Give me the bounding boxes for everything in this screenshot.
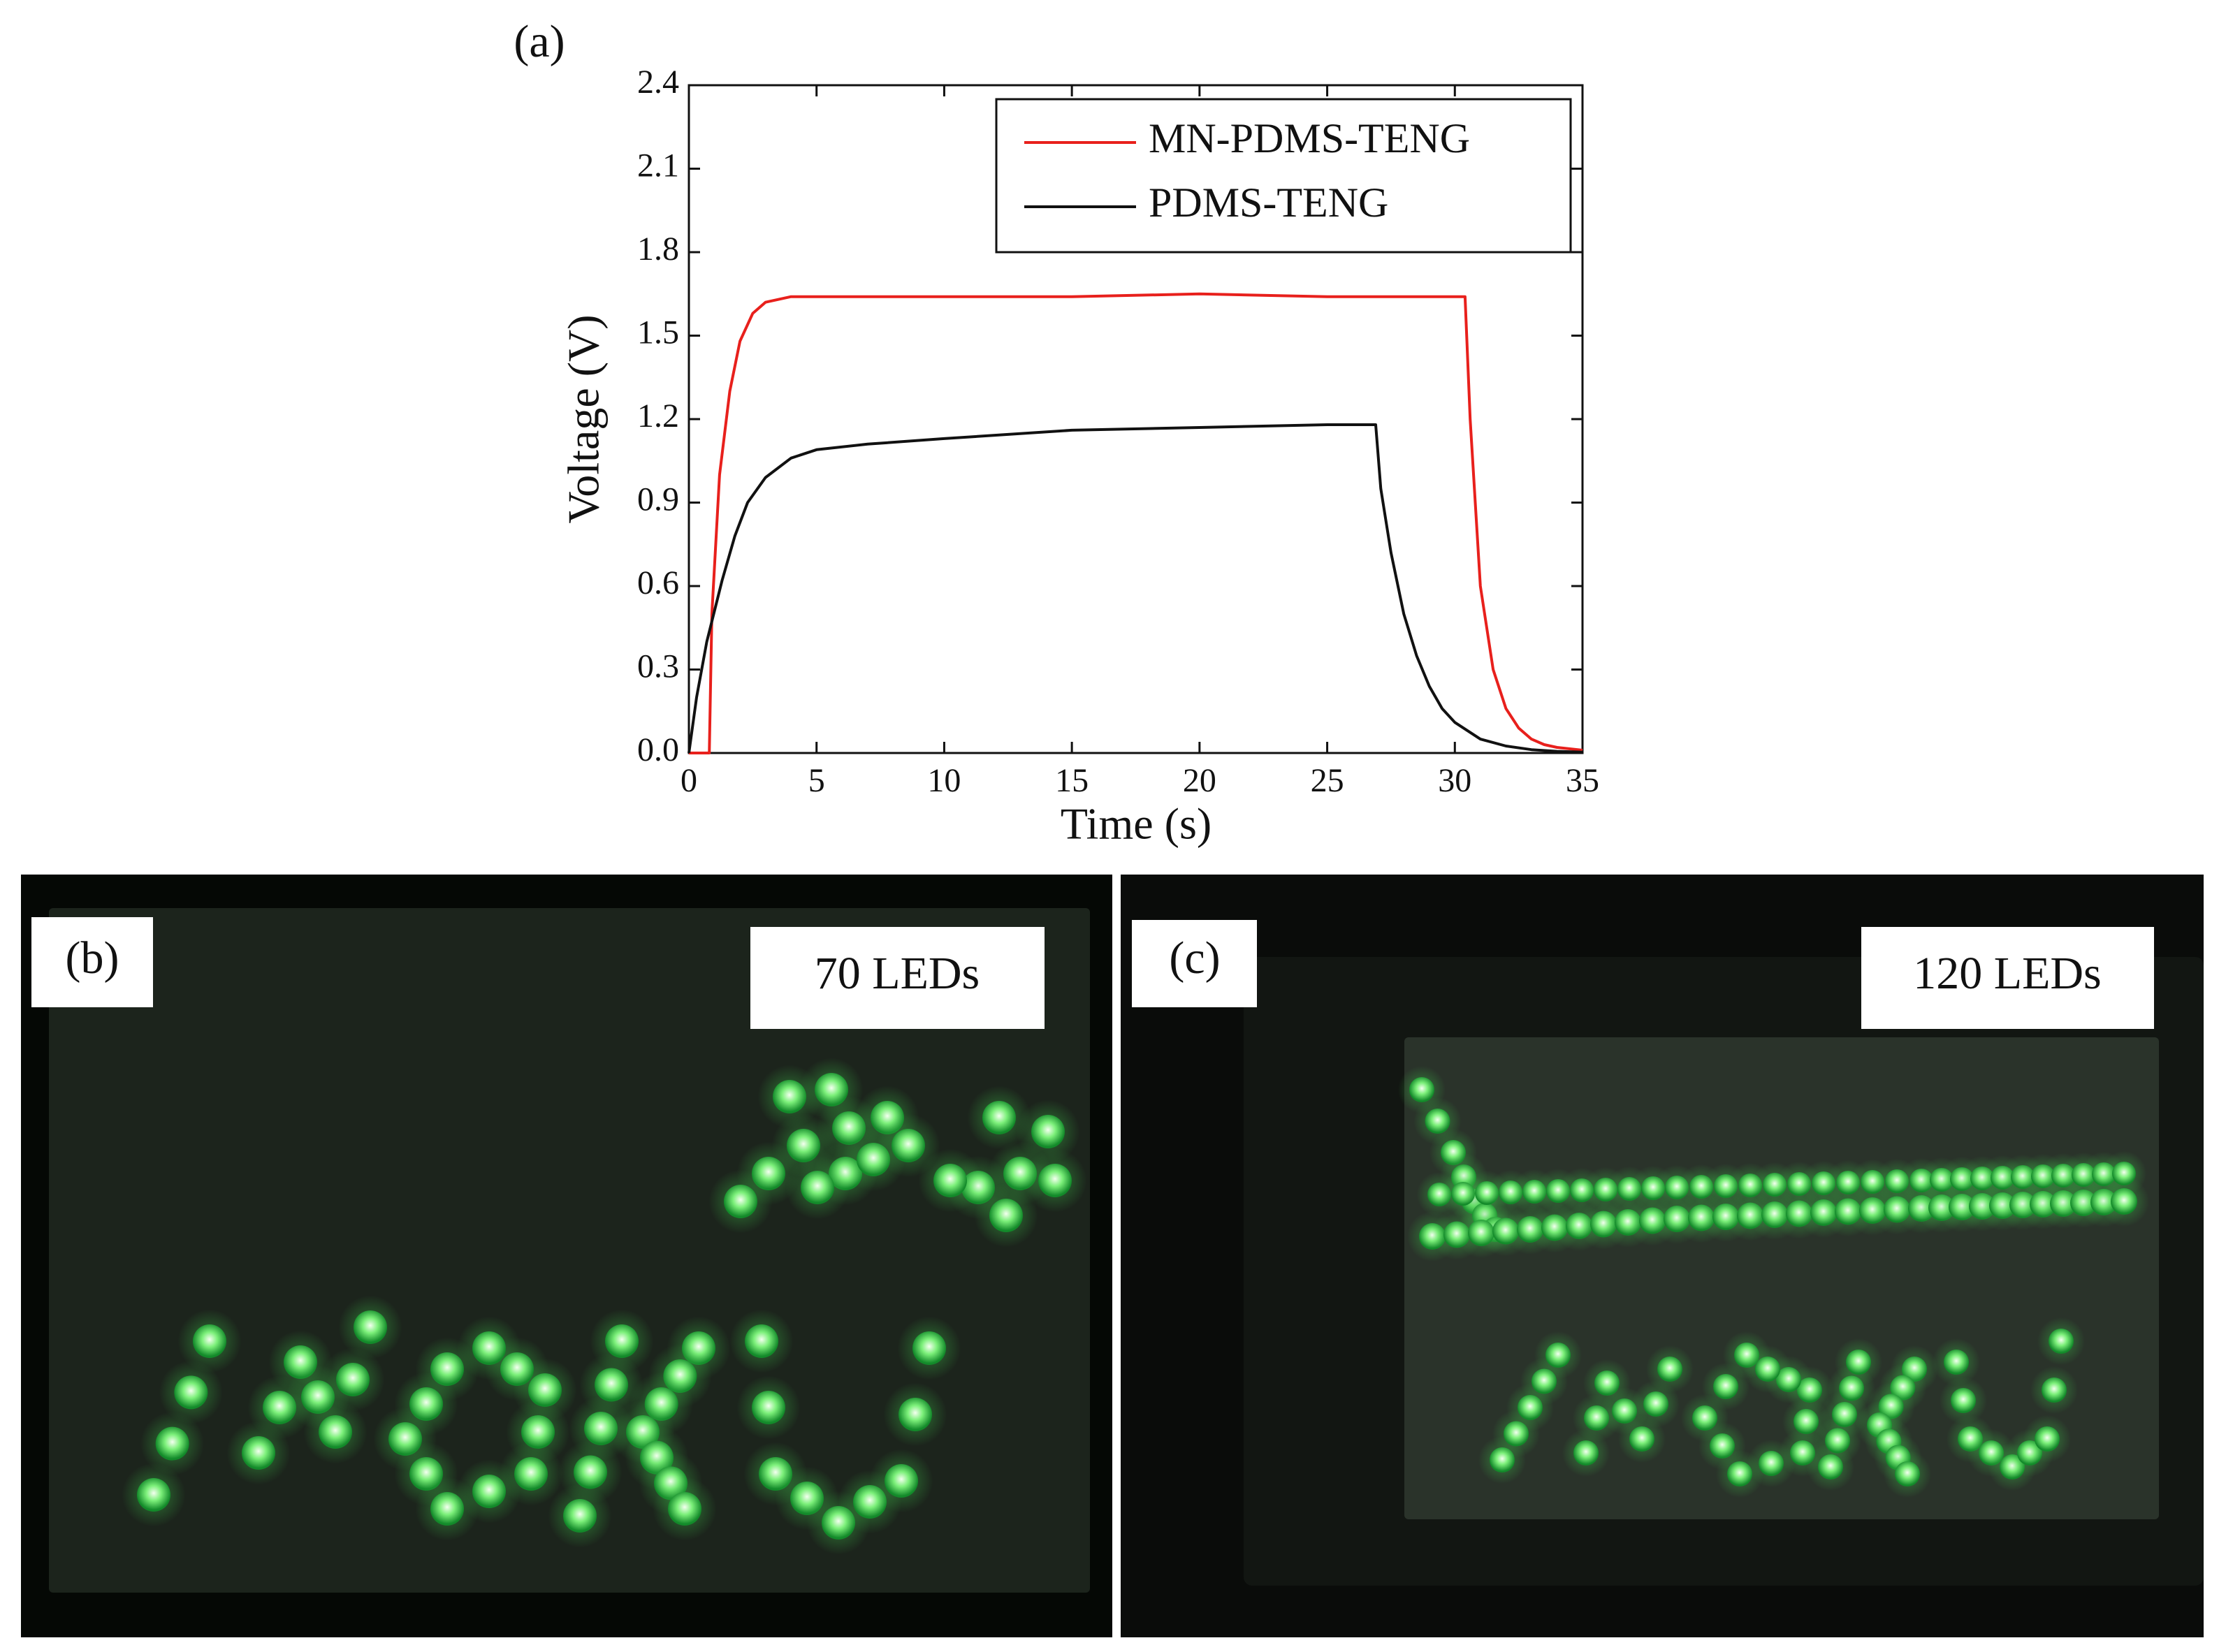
led [472, 1475, 506, 1508]
x-tick-label: 20 [1183, 762, 1216, 799]
y-tick-label: 0.6 [637, 564, 679, 601]
led [155, 1426, 189, 1461]
led [174, 1375, 208, 1410]
led [1038, 1164, 1072, 1197]
legend-label: MN-PDMS-TENG [1149, 115, 1470, 161]
legend-box [995, 98, 1572, 254]
led [1594, 1370, 1620, 1396]
led [2035, 1426, 2060, 1452]
led [137, 1478, 170, 1512]
led [892, 1129, 925, 1162]
led [1643, 1391, 1668, 1417]
led [574, 1455, 607, 1489]
led [1612, 1398, 1637, 1424]
led [982, 1101, 1016, 1134]
y-tick-label: 1.8 [637, 231, 679, 268]
x-axis-title: Time (s) [1061, 799, 1212, 849]
led [745, 1324, 778, 1358]
x-tick-label: 15 [1055, 762, 1089, 799]
led [2042, 1377, 2067, 1403]
led [1692, 1405, 1717, 1431]
led [563, 1499, 597, 1533]
led [472, 1331, 506, 1365]
led [1794, 1409, 1819, 1434]
led [2112, 1162, 2136, 1185]
photo-b: (b) 70 LEDs [21, 875, 1112, 1637]
y-axis-title: Voltage (V) [559, 314, 609, 523]
led [1713, 1374, 1738, 1399]
led [801, 1171, 834, 1204]
led [1895, 1461, 1920, 1486]
x-tick-label: 30 [1438, 762, 1471, 799]
led [898, 1398, 932, 1431]
legend-label: PDMS-TENG [1149, 180, 1388, 226]
led [354, 1310, 387, 1344]
led [989, 1199, 1023, 1232]
photo-caption: 70 LEDs [815, 948, 980, 999]
photo-label: (c) [1169, 933, 1220, 984]
photo-c: (c) 120 LEDs [1121, 875, 2204, 1637]
led [668, 1492, 701, 1526]
led [933, 1164, 967, 1197]
led [193, 1324, 226, 1358]
led [1710, 1433, 1735, 1459]
led [724, 1185, 757, 1218]
led [521, 1415, 555, 1449]
led [885, 1464, 918, 1498]
led [1031, 1115, 1065, 1148]
x-tick-label: 10 [927, 762, 961, 799]
led [514, 1457, 548, 1491]
led [1573, 1440, 1599, 1465]
series-line [687, 423, 1583, 754]
y-tick-label: 0.3 [637, 648, 679, 685]
y-tick-label: 0.0 [637, 731, 679, 768]
y-tick-label: 2.4 [637, 64, 679, 101]
led [1425, 1109, 1450, 1134]
led [2049, 1329, 2074, 1354]
panel-label: (a) [514, 16, 565, 67]
led [336, 1363, 370, 1396]
photo-caption: 120 LEDs [1913, 948, 2101, 999]
led [1409, 1077, 1434, 1102]
led [1846, 1350, 1871, 1375]
led [1759, 1451, 1784, 1476]
y-tick-label: 2.1 [637, 147, 679, 184]
caption-box [750, 927, 1045, 1029]
y-tick-label: 1.5 [637, 314, 679, 351]
caption-box [1861, 927, 2154, 1029]
x-tick-label: 0 [681, 762, 697, 799]
led [319, 1415, 352, 1449]
led [595, 1368, 628, 1402]
x-tick-label: 35 [1566, 762, 1599, 799]
led [430, 1492, 464, 1526]
led [1629, 1426, 1654, 1452]
led [605, 1324, 639, 1358]
y-tick-label: 1.2 [637, 397, 679, 434]
led [1657, 1357, 1682, 1382]
led [1944, 1350, 1969, 1375]
led [787, 1129, 820, 1162]
led [1755, 1357, 1780, 1382]
photo-label: (b) [66, 933, 119, 984]
label-box [31, 917, 153, 1007]
led [752, 1391, 785, 1424]
label-box [1132, 920, 1257, 1007]
led [242, 1436, 275, 1470]
led [773, 1080, 806, 1113]
led [1951, 1388, 1976, 1413]
x-tick-label: 25 [1311, 762, 1344, 799]
led [912, 1331, 946, 1365]
led [1545, 1343, 1571, 1368]
x-tick-label: 5 [808, 762, 825, 799]
y-tick-label: 0.9 [637, 481, 679, 518]
series-line [689, 292, 1583, 754]
led [584, 1412, 618, 1445]
led [1727, 1461, 1752, 1486]
